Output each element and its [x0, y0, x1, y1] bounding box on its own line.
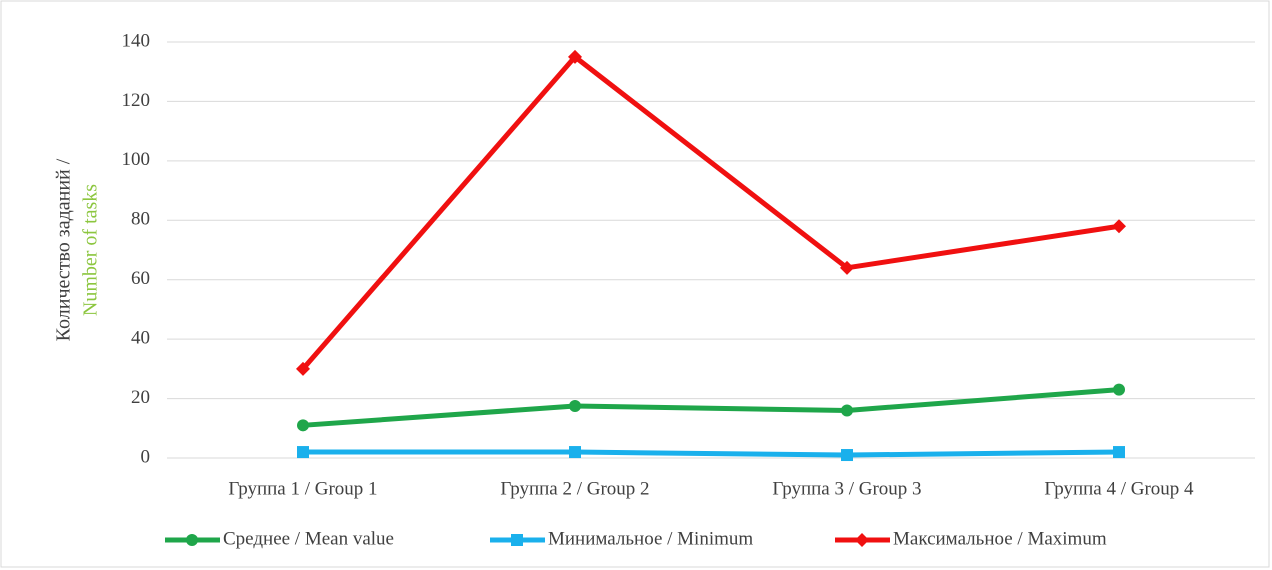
marker [1113, 446, 1125, 459]
legend-label: Среднее / Mean value [223, 528, 394, 549]
y-tick-label: 80 [131, 209, 150, 230]
series-line [303, 449, 1120, 458]
x-tick-label: Группа 1 / Group 1 [228, 478, 377, 499]
marker [841, 404, 853, 417]
marker [569, 446, 581, 459]
y-axis-label: Количество заданий / [53, 158, 75, 341]
y-axis-label: Number of tasks [80, 184, 102, 316]
marker [841, 449, 853, 462]
marker [511, 534, 523, 546]
legend-label: Минимальное / Minimum [548, 528, 753, 549]
y-tick-label: 40 [131, 328, 150, 349]
series-line [302, 387, 1120, 428]
marker [1112, 219, 1126, 234]
y-tick-label: 100 [122, 149, 151, 170]
marker [840, 260, 854, 275]
marker [297, 446, 309, 459]
marker [296, 361, 310, 376]
y-tick-label: 60 [131, 268, 150, 289]
marker [855, 533, 869, 547]
x-tick-label: Группа 2 / Group 2 [500, 478, 649, 499]
marker [1113, 383, 1125, 396]
series-line [301, 54, 1120, 371]
y-tick-label: 120 [122, 90, 151, 111]
x-tick-label: Группа 4 / Group 4 [1044, 478, 1194, 499]
marker [569, 400, 581, 412]
y-tick-label: 0 [141, 446, 151, 467]
marker [297, 419, 309, 432]
y-tick-label: 140 [122, 30, 151, 51]
legend-label: Максимальное / Maximum [893, 528, 1107, 549]
y-tick-label: 20 [131, 387, 150, 408]
x-tick-label: Группа 3 / Group 3 [772, 478, 921, 499]
marker [186, 534, 198, 546]
marker [568, 49, 582, 64]
